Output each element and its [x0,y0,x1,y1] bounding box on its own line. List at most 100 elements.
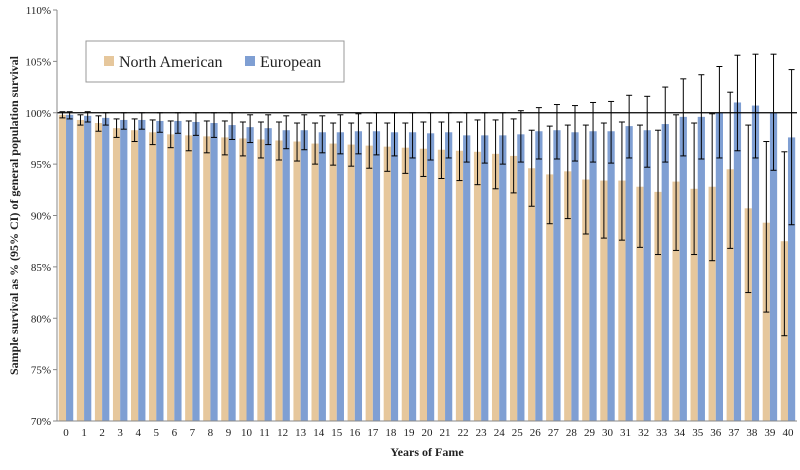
bar-north-american-30 [600,180,608,421]
legend-swatch-north-american [104,56,114,66]
error-bar-european-10 [247,114,254,144]
x-tick-label-12: 12 [277,427,288,439]
error-bar-european-34 [680,78,687,157]
error-bar-north-american-36 [709,113,716,262]
bar-north-american-5 [149,132,157,421]
error-bar-european-28 [572,105,578,162]
bar-european-12 [282,130,290,421]
y-axis-title: Sample survival as % (95% CI) of general… [7,55,21,375]
legend-box [85,40,345,83]
error-bar-north-american-18 [384,122,391,172]
error-bar-north-american-31 [618,121,625,241]
error-bar-european-31 [626,94,633,159]
x-tick-label-36: 36 [710,427,722,439]
x-tick-label-26: 26 [530,427,542,439]
bar-european-34 [679,116,687,422]
bar-north-american-31 [618,180,626,421]
x-tick-label-37: 37 [728,427,740,439]
legend-swatch-european [245,56,255,66]
bar-north-american-25 [510,155,518,421]
bar-european-21 [445,132,453,421]
x-axis-title: Years of Fame [390,445,464,459]
bar-north-american-8 [203,136,211,421]
bar-european-0 [66,114,74,422]
bar-european-39 [769,112,778,421]
bar-european-26 [535,131,543,421]
error-bar-north-american-22 [456,121,463,182]
error-bar-european-25 [517,110,524,163]
bar-european-17 [372,131,381,421]
legend-label-european: European [260,54,321,71]
bar-european-28 [571,132,579,421]
error-bar-european-12 [283,115,290,150]
x-tick-label-9: 9 [226,427,232,439]
error-bar-north-american-8 [203,120,210,154]
bar-european-25 [517,134,525,421]
error-bar-north-american-32 [636,124,643,248]
bar-european-29 [589,131,597,421]
bar-european-7 [192,121,200,421]
bar-european-23 [481,135,489,422]
bar-north-american-39 [762,222,770,421]
bar-north-american-15 [329,143,337,421]
error-bar-north-american-33 [655,129,662,256]
bar-european-5 [156,120,164,421]
x-tick-label-11: 11 [259,427,270,439]
bar-european-37 [733,102,742,421]
bars-layer [58,102,796,422]
bar-north-american-21 [437,149,446,422]
bar-north-american-38 [744,208,752,421]
error-bar-north-american-7 [185,120,192,152]
error-bar-north-american-21 [438,121,445,180]
bar-north-american-4 [131,130,139,421]
y-tick-label-80: 80% [31,313,51,325]
error-bar-european-33 [662,86,669,163]
x-tick-label-18: 18 [385,427,397,439]
error-bar-north-american-29 [582,124,589,235]
y-tick-label-70: 70% [31,416,51,428]
x-tick-label-21: 21 [440,427,451,439]
error-bar-north-american-12 [276,121,282,161]
x-tick-label-34: 34 [674,427,686,439]
bar-north-american-18 [383,146,391,421]
x-tick-label-7: 7 [190,427,196,439]
x-tick-label-23: 23 [476,427,488,439]
x-tick-label-17: 17 [367,427,379,439]
error-bar-european-14 [319,115,326,154]
y-tick-label-85: 85% [31,262,51,274]
bar-european-24 [499,135,507,422]
error-bar-north-american-34 [673,114,680,251]
bar-north-american-23 [473,151,482,422]
bar-north-american-24 [491,153,500,421]
bar-north-american-37 [726,169,734,421]
error-bar-north-american-35 [691,122,698,256]
error-bar-north-american-28 [564,124,571,220]
x-tick-label-13: 13 [295,427,307,439]
x-tick-label-4: 4 [135,427,141,439]
bar-north-american-3 [112,128,121,421]
x-tick-label-40: 40 [782,427,794,439]
x-tick-label-28: 28 [566,427,578,439]
bar-north-american-1 [76,119,85,421]
error-bar-european-40 [788,69,795,226]
x-tick-label-8: 8 [208,427,214,439]
error-bar-european-11 [265,114,272,146]
x-tick-label-6: 6 [172,427,178,439]
bar-european-1 [84,115,92,422]
bar-north-american-26 [528,168,536,421]
bar-north-american-17 [365,145,373,421]
error-bar-north-american-19 [402,122,409,174]
error-bar-north-american-3 [113,118,120,138]
error-bar-north-american-25 [510,118,517,194]
x-tick-label-32: 32 [638,427,649,439]
y-tick-label-75: 75% [31,365,51,377]
error-bar-north-american-39 [763,141,770,313]
bar-european-14 [318,132,326,421]
bar-european-4 [138,119,146,421]
bar-european-38 [751,105,760,422]
bar-european-9 [228,125,236,421]
y-tick-label-100: 100% [25,108,51,120]
bar-north-american-16 [347,144,355,422]
error-bar-european-32 [644,95,651,168]
error-bar-north-american-37 [727,91,734,249]
